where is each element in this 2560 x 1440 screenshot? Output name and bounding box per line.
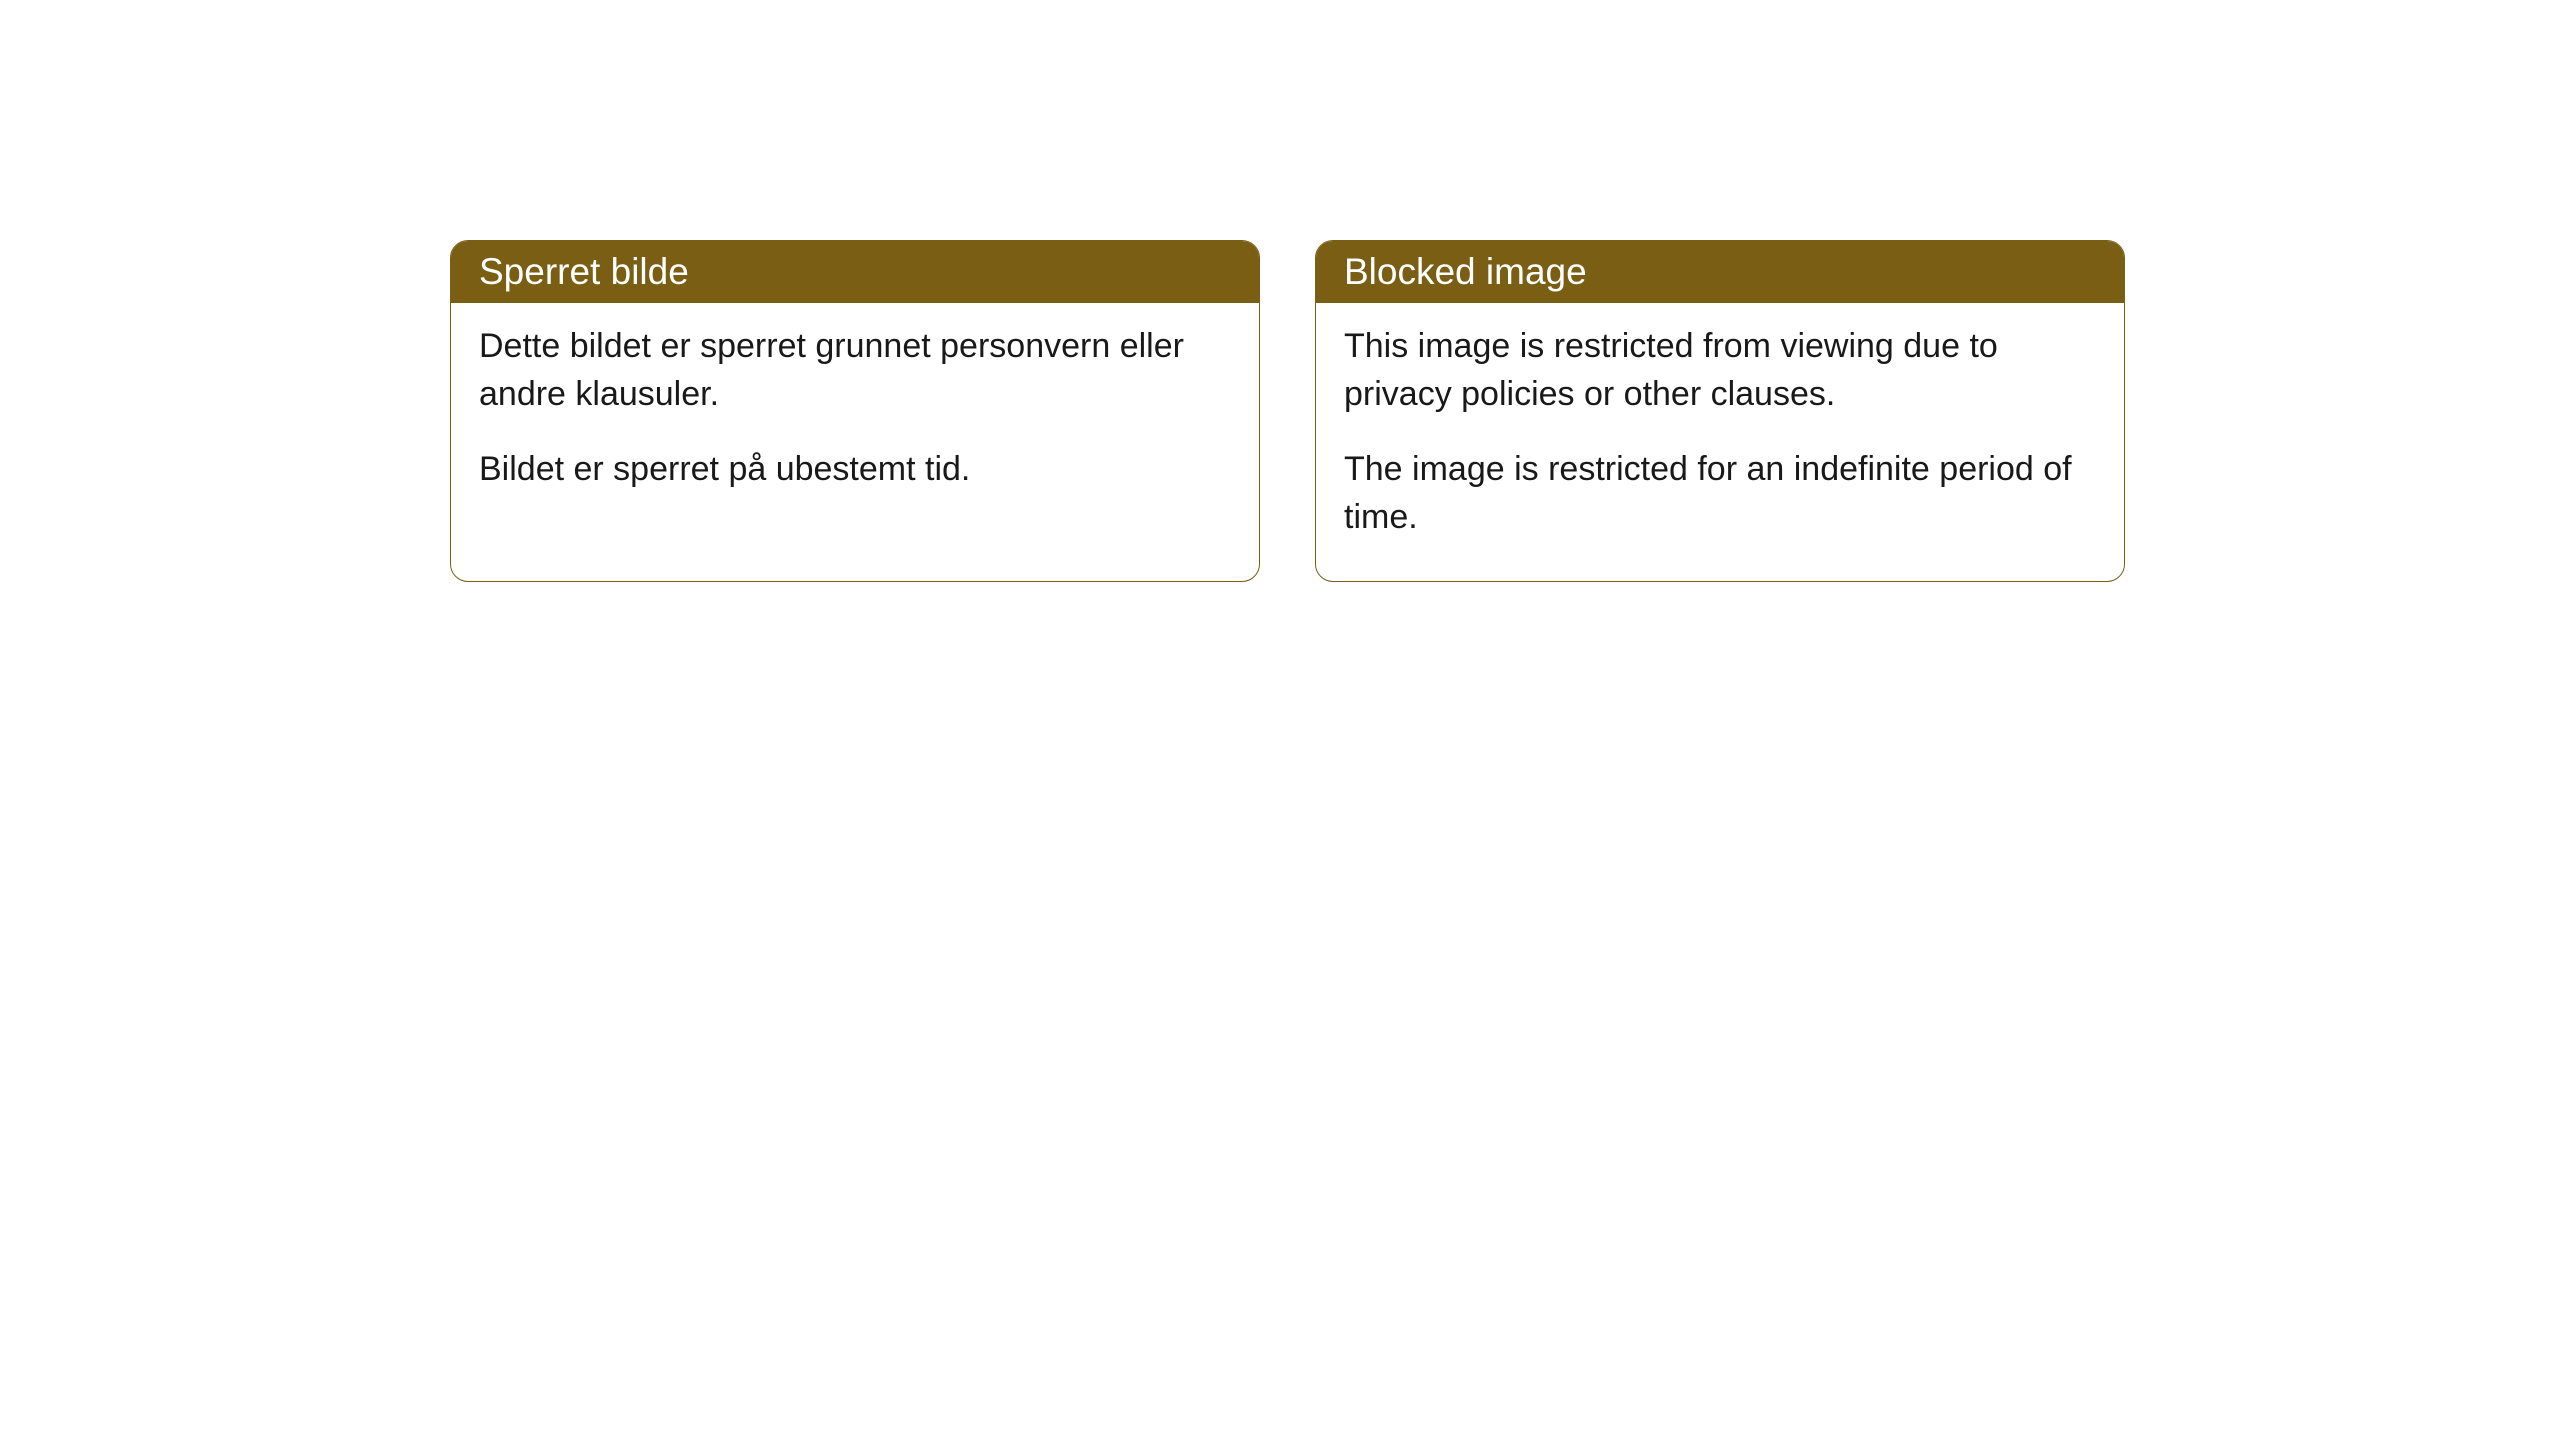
card-body: This image is restricted from viewing du… [1316,303,2124,581]
card-paragraph: The image is restricted for an indefinit… [1344,446,2096,541]
card-title: Blocked image [1344,251,1587,292]
card-header: Sperret bilde [451,241,1259,303]
card-body: Dette bildet er sperret grunnet personve… [451,303,1259,534]
card-paragraph: This image is restricted from viewing du… [1344,323,2096,418]
card-title: Sperret bilde [479,251,689,292]
card-header: Blocked image [1316,241,2124,303]
notice-cards-container: Sperret bilde Dette bildet er sperret gr… [450,240,2125,582]
card-paragraph: Dette bildet er sperret grunnet personve… [479,323,1231,418]
notice-card-english: Blocked image This image is restricted f… [1315,240,2125,582]
card-paragraph: Bildet er sperret på ubestemt tid. [479,446,1231,494]
notice-card-norwegian: Sperret bilde Dette bildet er sperret gr… [450,240,1260,582]
